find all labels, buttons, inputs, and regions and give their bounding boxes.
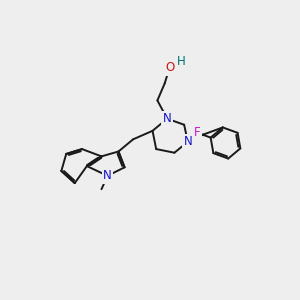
Text: N: N [183,135,192,148]
Text: N: N [163,112,172,125]
Text: O: O [165,61,174,74]
Text: N: N [103,169,112,182]
Text: F: F [194,126,200,139]
Text: H: H [177,55,186,68]
